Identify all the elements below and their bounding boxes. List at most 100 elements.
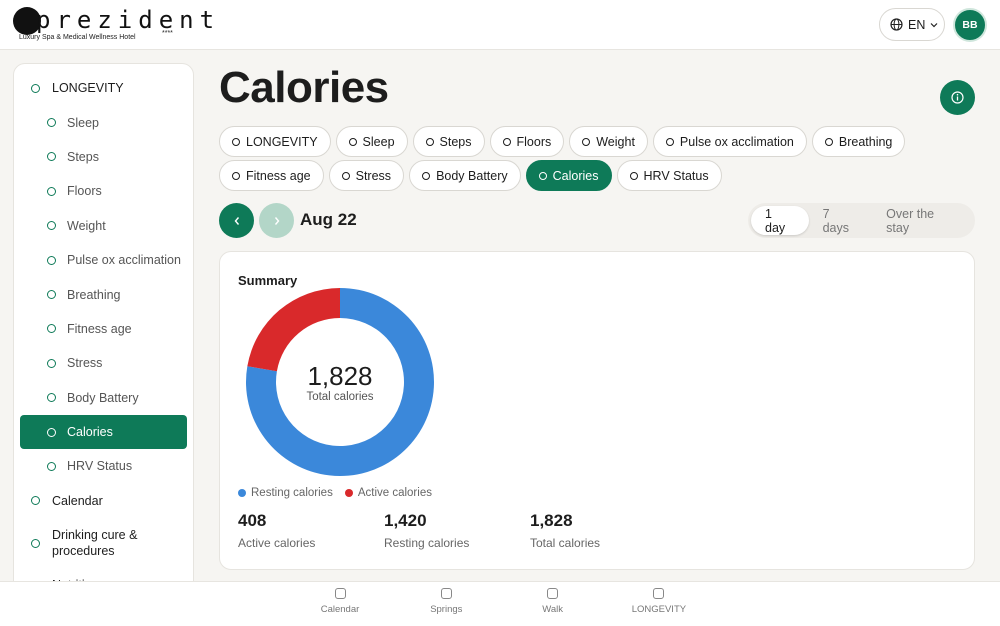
sidebar-label: Stress (67, 356, 103, 371)
sidebar-item[interactable]: Stress (20, 346, 187, 380)
stat-label: Total calories (530, 536, 601, 550)
header: prezident Luxury Spa & Medical Wellness … (0, 0, 1000, 50)
logo: prezident (36, 6, 221, 34)
stat-label: Resting calories (384, 536, 470, 550)
donut-segment (245, 288, 434, 477)
nav-label: LONGEVITY (631, 604, 687, 615)
sidebar-label: Breathing (67, 287, 121, 302)
stat-value: 408 (238, 511, 267, 530)
legend-item: Active calories (344, 487, 432, 499)
sidebar-icon (47, 186, 56, 196)
stars: **** (162, 30, 173, 37)
sidebar-item[interactable]: LONGEVITY (20, 71, 187, 105)
stat-value: 1,828 (530, 511, 573, 530)
tab-chip[interactable]: Pulse ox acclimation (652, 126, 807, 157)
info-button[interactable] (940, 80, 975, 115)
range-option[interactable]: 7 days (822, 206, 849, 235)
range-selector: 1 day 7 days Over the stay (748, 203, 975, 238)
sidebar-label: Weight (67, 218, 106, 233)
tab-label: Weight (596, 134, 635, 149)
sidebar-item[interactable]: Body Battery (20, 381, 187, 415)
tab-icon (582, 137, 591, 146)
tab-label: Stress (355, 168, 392, 183)
tab-chip[interactable]: Body Battery (409, 160, 521, 191)
nav-item[interactable]: LONGEVITY (609, 588, 709, 615)
stat-value: 1,420 (384, 511, 427, 530)
sidebar-item[interactable]: Breathing (20, 277, 187, 311)
tab-chip[interactable]: Weight (569, 126, 648, 157)
sidebar-item[interactable]: Steps (20, 140, 187, 174)
sidebar-item[interactable]: Calories (20, 414, 187, 450)
tab-icon (629, 171, 638, 180)
nav-item[interactable]: Walk (503, 588, 603, 615)
sidebar-icon (47, 427, 56, 437)
nav-item[interactable]: Calendar (290, 588, 390, 615)
center-value: 1,828 (307, 361, 373, 391)
tabs: LONGEVITY Sleep Steps Floors Weight Pulse ox … (219, 126, 919, 191)
tab-icon (348, 137, 357, 146)
globe-icon (890, 18, 903, 31)
summary-card: Summary 1,828 Total calories Resting cal… (219, 251, 975, 570)
tab-chip[interactable]: HRV Status (616, 160, 722, 191)
sidebar-icon (47, 118, 56, 128)
tab-chip[interactable]: Steps (412, 126, 485, 157)
sidebar-item[interactable]: Fitness age (20, 312, 187, 346)
sidebar-label: LONGEVITY (52, 81, 124, 96)
legend-label: Resting calories (251, 487, 333, 499)
sidebar-item[interactable]: Floors (20, 174, 187, 208)
avatar[interactable]: BB (953, 8, 987, 42)
nav-label: Calendar (320, 604, 360, 615)
date: Aug 22 (300, 210, 357, 229)
card-title: Summary (238, 273, 298, 288)
sidebar-label: Body Battery (67, 390, 139, 405)
tab-label: Pulse ox acclimation (679, 134, 794, 149)
language: EN (908, 17, 926, 32)
range-option[interactable]: 1 day (751, 206, 809, 235)
donut-segment (247, 288, 340, 372)
sidebar-item[interactable]: Sleep (20, 105, 187, 139)
language-button[interactable]: EN (879, 8, 945, 41)
sidebar-label: Sleep (67, 115, 99, 130)
sidebar-item[interactable]: Weight (20, 209, 187, 243)
tab-chip[interactable]: Breathing (811, 126, 906, 157)
tab-label: LONGEVITY (246, 134, 318, 149)
sidebar-label: Drinking cure & procedures (52, 528, 138, 559)
tab-chip[interactable]: LONGEVITY (219, 126, 331, 157)
chevron-right (274, 216, 279, 225)
sidebar-label: Pulse ox acclimation (67, 253, 181, 268)
nav-icon (547, 588, 559, 599)
tab-label: Sleep (362, 134, 395, 149)
bottom-nav: Calendar Springs Walk LONGEVITY (0, 581, 1000, 626)
range-option[interactable]: Over the stay (886, 206, 935, 235)
sidebar-item[interactable]: Calendar (20, 484, 187, 518)
sidebar-item[interactable]: Drinking cure & procedures (20, 518, 187, 568)
legend: Resting calories Active calories (238, 487, 432, 499)
tab-chip[interactable]: Sleep (335, 126, 408, 157)
tab-chip[interactable]: Floors (489, 126, 565, 157)
logo-mark (13, 7, 41, 35)
nav-item[interactable]: Springs (396, 588, 496, 615)
tab-label: Body Battery (436, 168, 508, 183)
sidebar-label: HRV Status (67, 459, 133, 474)
legend-item: Resting calories (238, 487, 333, 499)
sidebar-icon (47, 393, 56, 403)
prev-button[interactable] (219, 203, 254, 238)
tab-icon (824, 137, 833, 146)
chevron (930, 22, 938, 27)
sidebar-item[interactable]: Pulse ox acclimation (20, 243, 187, 277)
tab-icon (665, 137, 674, 146)
tab-label: Steps (439, 134, 472, 149)
sidebar-item[interactable]: HRV Status (20, 449, 187, 483)
sidebar-label: Calendar (52, 493, 103, 508)
tab-icon (232, 171, 240, 180)
tab-chip[interactable]: Calories (525, 160, 612, 191)
sidebar-label: Steps (67, 149, 99, 164)
tab-icon (502, 137, 511, 146)
nav-icon (334, 588, 346, 599)
tab-icon (425, 137, 434, 146)
tab-chip[interactable]: Fitness age (219, 160, 324, 191)
sidebar-icon (31, 538, 40, 548)
tab-chip[interactable]: Stress (328, 160, 405, 191)
next-button[interactable] (259, 203, 294, 238)
sidebar-icon (47, 255, 56, 265)
